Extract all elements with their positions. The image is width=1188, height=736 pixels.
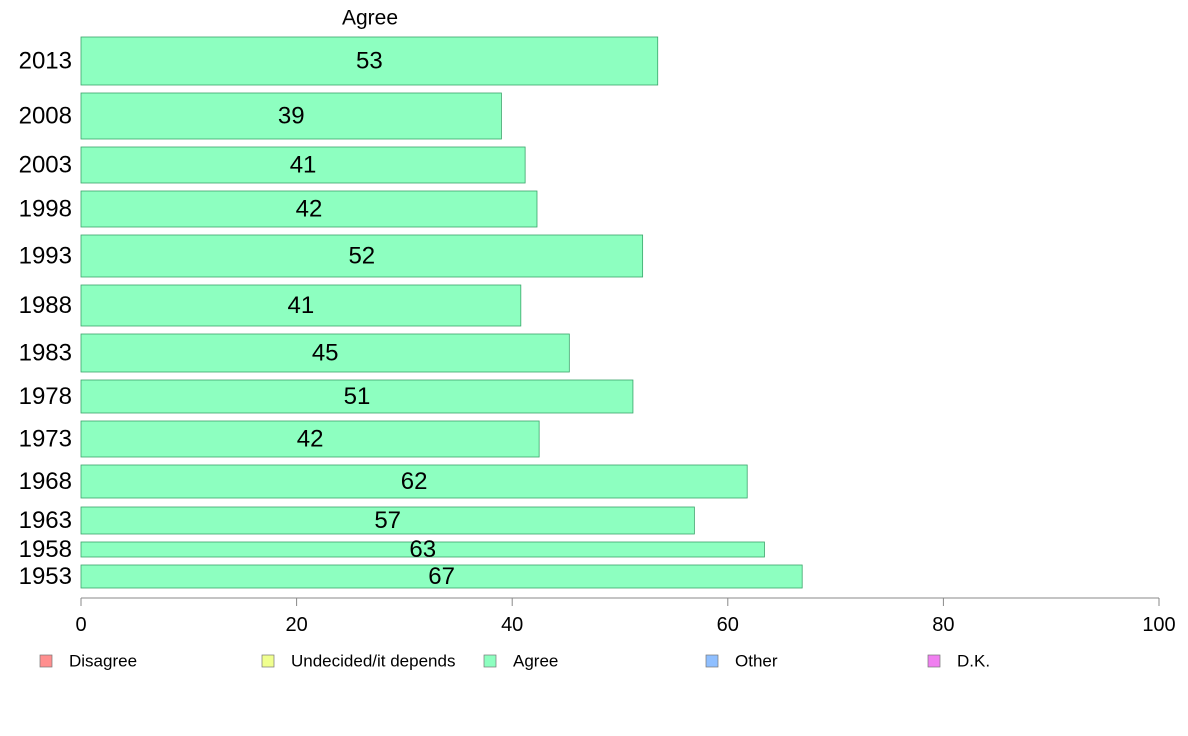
chart-title: Agree [342, 7, 398, 30]
y-tick-label: 2013 [19, 47, 72, 74]
x-axis: 0 20 40 60 80 100 [75, 597, 1176, 636]
x-tick-label: 20 [285, 614, 307, 636]
data-label: 45 [312, 339, 339, 366]
legend-label: Undecided/it depends [291, 651, 455, 670]
data-label: 39 [278, 102, 305, 129]
bar-1983 [80, 333, 570, 373]
bar-1978 [80, 379, 634, 414]
y-tick-label: 1988 [19, 292, 72, 319]
legend-label: Agree [513, 651, 558, 670]
y-tick-label: 2003 [19, 151, 72, 178]
y-tick-label: 1968 [19, 468, 72, 495]
x-tick-label: 80 [932, 614, 954, 636]
y-tick-label: 1998 [19, 195, 72, 222]
legend-swatch [261, 654, 275, 668]
bar-1963 [80, 506, 695, 535]
data-label: 52 [348, 242, 375, 269]
legend-label: D.K. [957, 651, 990, 670]
bar-1968 [80, 464, 748, 499]
data-label: 41 [290, 151, 317, 178]
data-label: 42 [297, 425, 324, 452]
y-tick-label: 1993 [19, 242, 72, 269]
x-tick-label: 60 [717, 614, 739, 636]
data-label: 62 [401, 468, 428, 495]
y-tick-label: 1963 [19, 507, 72, 534]
y-tick-label: 2008 [19, 102, 72, 129]
data-label: 51 [344, 383, 371, 410]
bars-group: 2013 53 2008 39 2003 41 1998 42 1993 52 1988 41 1983… [19, 36, 803, 590]
bar-1998 [80, 190, 538, 228]
bar-1973 [80, 420, 540, 458]
data-label: 53 [356, 47, 383, 74]
x-tick-label: 0 [75, 614, 86, 636]
x-tick-label: 40 [501, 614, 523, 636]
bar-1988 [80, 284, 522, 327]
data-label: 67 [428, 563, 455, 590]
y-tick-label: 1958 [19, 536, 72, 563]
bar-1958 [80, 541, 765, 558]
legend-swatch [39, 654, 53, 668]
data-label: 57 [374, 507, 401, 534]
y-tick-label: 1978 [19, 383, 72, 410]
y-tick-label: 1983 [19, 339, 72, 366]
x-tick-label: 100 [1142, 614, 1175, 636]
bar-1993 [80, 234, 644, 278]
legend-swatch [483, 654, 497, 668]
y-tick-label: 1953 [19, 563, 72, 590]
data-label: 41 [288, 292, 315, 319]
bar-1953 [80, 564, 803, 589]
y-tick-label: 1973 [19, 425, 72, 452]
bar-2008 [80, 92, 502, 140]
legend-label: Other [735, 651, 778, 670]
bar-2013 [80, 36, 659, 86]
data-label: 42 [296, 195, 323, 222]
legend: Disagree Undecided/it depends Agree Other D.… [39, 651, 990, 670]
legend-swatch [705, 654, 719, 668]
legend-swatch [927, 654, 941, 668]
data-label: 63 [409, 536, 436, 563]
legend-label: Disagree [69, 651, 137, 670]
bar-2003 [80, 146, 526, 184]
